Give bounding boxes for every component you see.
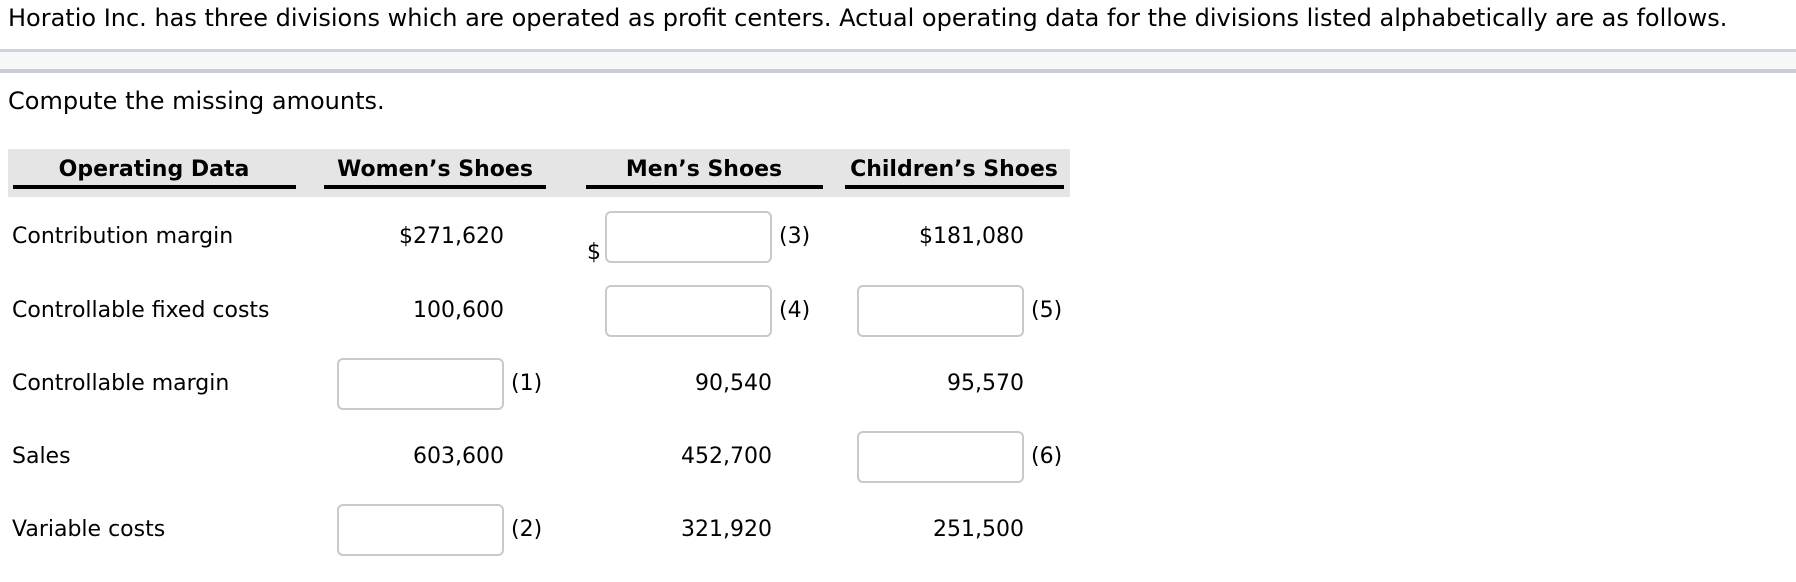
problem-statement: Horatio Inc. has three divisions which a… bbox=[8, 4, 1728, 32]
column-header-mens-shoes: Men’s Shoes bbox=[570, 149, 838, 197]
cell-childrens-controllable-fixed-costs: (5) bbox=[838, 274, 1070, 347]
row-label: Contribution margin bbox=[12, 224, 234, 249]
answer-input-4[interactable] bbox=[605, 284, 772, 337]
column-header-label: Operating Data bbox=[58, 157, 250, 182]
instruction-text: Compute the missing amounts. bbox=[8, 87, 385, 115]
row-label: Variable costs bbox=[12, 517, 166, 542]
answer-tag: (6) bbox=[1031, 444, 1063, 469]
header-underline bbox=[844, 185, 1064, 189]
header-underline bbox=[12, 185, 296, 189]
cell-womens-controllable-fixed-costs: 100,600 bbox=[300, 274, 570, 347]
operating-data-table: Operating Data Women’s Shoes Men’s Shoes… bbox=[8, 149, 1070, 566]
cell-mens-variable-costs: 321,920 bbox=[570, 493, 838, 566]
dollar-prefix: $ bbox=[587, 240, 601, 265]
answer-input-2[interactable] bbox=[337, 503, 504, 556]
cell-womens-sales: 603,600 bbox=[300, 420, 570, 493]
table-row-sales: Sales 603,600 452,700 (6) bbox=[8, 420, 1070, 493]
answer-input-3[interactable] bbox=[605, 210, 772, 263]
cell-value: $181,080 bbox=[919, 224, 1024, 249]
cell-value: 100,600 bbox=[413, 298, 504, 323]
column-header-operating-data: Operating Data bbox=[8, 149, 300, 197]
cell-childrens-controllable-margin: 95,570 bbox=[838, 347, 1070, 420]
cell-womens-contribution-margin: $271,620 bbox=[300, 199, 570, 274]
table-row-contribution-margin: Contribution margin $271,620 $ (3) $181,… bbox=[8, 199, 1070, 274]
cell-mens-controllable-fixed-costs: (4) bbox=[570, 274, 838, 347]
cell-value: $271,620 bbox=[399, 224, 504, 249]
header-underline bbox=[324, 185, 546, 189]
column-header-womens-shoes: Women’s Shoes bbox=[300, 149, 570, 197]
cell-value: 251,500 bbox=[933, 517, 1024, 542]
column-header-childrens-shoes: Children’s Shoes bbox=[838, 149, 1070, 197]
table-row-controllable-margin: Controllable margin (1) 90,540 95,570 bbox=[8, 347, 1070, 420]
row-label: Sales bbox=[12, 444, 71, 469]
column-header-label: Women’s Shoes bbox=[337, 157, 533, 182]
row-label: Controllable fixed costs bbox=[12, 298, 270, 323]
column-header-label: Men’s Shoes bbox=[625, 157, 783, 182]
answer-input-6[interactable] bbox=[857, 430, 1024, 483]
answer-tag: (3) bbox=[779, 224, 811, 249]
cell-mens-sales: 452,700 bbox=[570, 420, 838, 493]
cell-value: 90,540 bbox=[695, 371, 772, 396]
cell-childrens-sales: (6) bbox=[838, 420, 1070, 493]
cell-value: 452,700 bbox=[681, 444, 772, 469]
cell-mens-contribution-margin: $ (3) bbox=[570, 199, 838, 274]
cell-womens-controllable-margin: (1) bbox=[300, 347, 570, 420]
answer-input-5[interactable] bbox=[857, 284, 1024, 337]
answer-tag: (4) bbox=[779, 298, 811, 323]
cell-childrens-contribution-margin: $181,080 bbox=[838, 199, 1070, 274]
table-header-row: Operating Data Women’s Shoes Men’s Shoes… bbox=[8, 149, 1070, 197]
table-row-variable-costs: Variable costs (2) 321,920 251,500 bbox=[8, 493, 1070, 566]
column-header-label: Children’s Shoes bbox=[850, 157, 1058, 182]
answer-tag: (1) bbox=[511, 371, 543, 396]
cell-childrens-variable-costs: 251,500 bbox=[838, 493, 1070, 566]
cell-value: 603,600 bbox=[413, 444, 504, 469]
cell-mens-controllable-margin: 90,540 bbox=[570, 347, 838, 420]
section-divider bbox=[0, 49, 1796, 73]
answer-tag: (2) bbox=[511, 517, 543, 542]
row-label: Controllable margin bbox=[12, 371, 230, 396]
cell-value: 95,570 bbox=[947, 371, 1024, 396]
header-underline bbox=[585, 185, 823, 189]
answer-tag: (5) bbox=[1031, 298, 1063, 323]
answer-input-1[interactable] bbox=[337, 357, 504, 410]
table-row-controllable-fixed-costs: Controllable fixed costs 100,600 (4) (5) bbox=[8, 274, 1070, 347]
cell-value: 321,920 bbox=[681, 517, 772, 542]
cell-womens-variable-costs: (2) bbox=[300, 493, 570, 566]
